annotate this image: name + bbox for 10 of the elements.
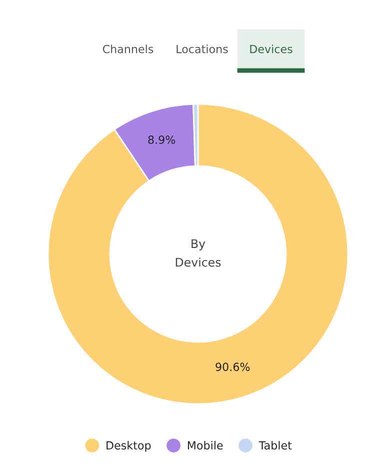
- text: Devices: [250, 44, 292, 54]
- text: Channels: [102, 44, 154, 54]
- text: Locations: [176, 44, 228, 54]
- text: By Devices: [176, 239, 221, 267]
- donut-slice: [47, 103, 349, 405]
- data-label: 8.9%: [148, 136, 176, 144]
- data-label: 90.6%: [216, 362, 250, 372]
- legend-label: Desktop: [106, 440, 151, 452]
- legend-label: Tablet: [258, 440, 292, 450]
- legend-label: Mobile: [188, 440, 223, 450]
